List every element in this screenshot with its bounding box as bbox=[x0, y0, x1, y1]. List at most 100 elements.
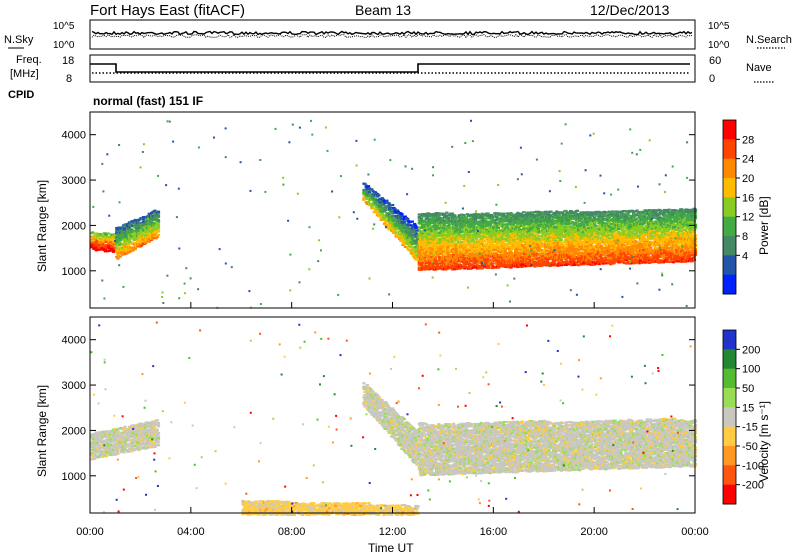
heatmap-cell bbox=[621, 239, 625, 242]
heatmap-cell bbox=[152, 222, 156, 225]
heatmap-cell bbox=[469, 213, 473, 216]
heatmap-cell bbox=[117, 234, 121, 238]
heatmap-cell bbox=[147, 240, 151, 243]
heatmap-cell bbox=[403, 238, 407, 241]
heatmap-cell bbox=[402, 232, 406, 235]
heatmap-cell bbox=[622, 248, 626, 251]
heatmap-cell bbox=[421, 223, 425, 226]
heatmap-cell bbox=[366, 201, 371, 204]
heatmap-cell bbox=[599, 254, 604, 257]
heatmap-cell bbox=[145, 240, 149, 243]
heatmap-cell bbox=[578, 259, 582, 262]
heatmap-cell bbox=[518, 241, 522, 244]
heatmap-cell bbox=[453, 242, 457, 245]
heatmap-cell bbox=[599, 211, 604, 214]
heatmap-cell bbox=[461, 242, 465, 245]
heatmap-cell bbox=[446, 247, 450, 250]
heatmap-cell bbox=[542, 248, 546, 252]
heatmap-cell bbox=[125, 252, 129, 255]
heatmap-cell bbox=[437, 214, 441, 217]
heatmap-cell bbox=[447, 253, 451, 256]
heatmap-cell bbox=[131, 237, 135, 240]
heatmap-cell bbox=[413, 228, 417, 231]
heatmap-cell bbox=[381, 208, 386, 211]
heatmap-cell bbox=[481, 237, 486, 240]
heatmap-cell bbox=[432, 262, 436, 265]
heatmap-cell bbox=[385, 220, 389, 223]
heatmap-cell bbox=[383, 214, 387, 217]
heatmap-cell bbox=[495, 216, 499, 219]
heatmap-cell bbox=[536, 228, 541, 231]
heatmap-cell bbox=[399, 215, 403, 219]
heatmap-cell bbox=[430, 231, 434, 234]
heatmap-cell bbox=[486, 256, 490, 259]
heatmap-cell bbox=[538, 247, 542, 250]
heatmap-cell bbox=[555, 210, 559, 213]
heatmap-cell bbox=[464, 245, 468, 248]
heatmap-cell bbox=[571, 245, 575, 248]
heatmap-cell bbox=[573, 229, 577, 232]
heatmap-cell bbox=[552, 261, 557, 264]
heatmap-cell bbox=[504, 229, 508, 232]
heatmap-cell bbox=[138, 237, 142, 240]
heatmap-cell bbox=[531, 252, 535, 255]
heatmap-cell bbox=[122, 230, 126, 233]
heatmap-cell bbox=[366, 185, 371, 188]
heatmap-cell bbox=[594, 224, 598, 227]
heatmap-cell bbox=[461, 260, 465, 263]
heatmap-cell bbox=[495, 243, 499, 246]
heatmap-cell bbox=[464, 265, 468, 268]
heatmap-cell bbox=[110, 245, 114, 249]
heatmap-cell bbox=[585, 234, 589, 237]
heatmap-cell bbox=[104, 241, 109, 244]
heatmap-cell bbox=[153, 233, 157, 236]
heatmap-cell bbox=[103, 248, 107, 251]
heatmap-cell bbox=[530, 238, 534, 241]
heatmap-cell bbox=[470, 245, 474, 248]
heatmap-cell bbox=[473, 248, 478, 251]
heatmap-cell bbox=[366, 193, 371, 196]
heatmap-cell bbox=[501, 229, 505, 232]
heatmap-cell bbox=[575, 256, 579, 259]
heatmap-cell bbox=[476, 257, 480, 260]
heatmap-cell bbox=[630, 230, 634, 233]
heatmap-cell bbox=[618, 232, 622, 235]
heatmap-cell bbox=[574, 218, 578, 221]
heatmap-cell bbox=[376, 193, 380, 196]
heatmap-cell bbox=[611, 234, 615, 238]
heatmap-cell bbox=[125, 247, 129, 250]
heatmap-cell bbox=[448, 228, 452, 231]
heatmap-cell bbox=[614, 210, 618, 213]
heatmap-cell bbox=[599, 241, 604, 244]
heatmap-cell bbox=[442, 254, 447, 257]
heatmap-cell bbox=[622, 214, 626, 217]
heatmap-cell bbox=[117, 246, 121, 249]
heatmap-cell bbox=[494, 253, 498, 257]
heatmap-cell bbox=[449, 245, 453, 248]
heatmap-cell bbox=[133, 248, 137, 251]
heatmap-cell bbox=[552, 242, 557, 245]
heatmap-cell bbox=[372, 211, 376, 214]
heatmap-cell bbox=[104, 233, 109, 236]
heatmap-cell bbox=[453, 214, 457, 217]
heatmap-cell bbox=[452, 219, 456, 222]
heatmap-cell bbox=[559, 215, 563, 218]
heatmap-cell bbox=[439, 264, 443, 267]
heatmap-cell bbox=[523, 227, 527, 230]
heatmap-cell bbox=[518, 231, 522, 234]
heatmap-cell bbox=[383, 218, 387, 221]
heatmap-cell bbox=[117, 240, 121, 243]
heatmap-cell bbox=[376, 208, 380, 211]
heatmap-cell bbox=[536, 249, 541, 253]
heatmap-cell bbox=[101, 243, 105, 246]
heatmap-cell bbox=[530, 214, 534, 217]
heatmap-cell bbox=[524, 234, 528, 237]
heatmap-cell bbox=[459, 249, 463, 252]
heatmap-cell bbox=[527, 222, 531, 225]
heatmap-cell bbox=[620, 221, 624, 224]
heatmap-cell bbox=[141, 238, 145, 241]
heatmap-cell bbox=[582, 237, 586, 240]
nave-right-tick-top: 60 bbox=[709, 55, 721, 67]
heatmap-cell bbox=[394, 219, 398, 222]
heatmap-cell bbox=[453, 226, 457, 229]
